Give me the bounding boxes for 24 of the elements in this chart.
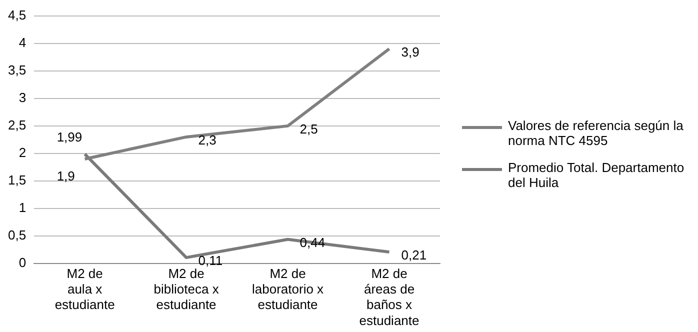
- data-label: 0,11: [198, 253, 223, 268]
- data-label: 0,44: [300, 234, 326, 250]
- x-tick-label: M2 de biblioteca x estudiante: [154, 266, 220, 312]
- y-tick-label: 0,5: [8, 228, 26, 243]
- y-tick-label: 0: [18, 255, 26, 270]
- y-tick-label: 3: [18, 90, 26, 105]
- data-label: 0,21: [401, 248, 427, 263]
- data-label: 2,3: [198, 132, 216, 148]
- y-tick-label: 3,5: [8, 62, 26, 78]
- legend-label: Promedio Total. Departamento del Huila: [508, 160, 686, 190]
- x-tick-label: M2 de áreas de baños x estudiante: [359, 266, 420, 328]
- y-tick-label: 1: [18, 200, 26, 216]
- y-tick-label: 4,5: [8, 7, 26, 22]
- data-label: 2,5: [300, 122, 318, 137]
- y-tick-label: 1,5: [8, 172, 26, 188]
- x-tick-label: M2 de aula x estudiante: [54, 266, 115, 312]
- legend-label: Valores de referencia según la norma NTC 4595: [508, 118, 684, 148]
- y-tick-label: 4: [18, 34, 26, 50]
- y-tick-label: 2,5: [8, 118, 26, 133]
- data-label: 1,99: [56, 130, 82, 145]
- y-tick-label: 2: [18, 145, 26, 160]
- x-tick-label: M2 de laboratorio x estudiante: [252, 266, 324, 312]
- data-label: 1,9: [56, 168, 75, 184]
- data-label: 3,9: [401, 44, 420, 60]
